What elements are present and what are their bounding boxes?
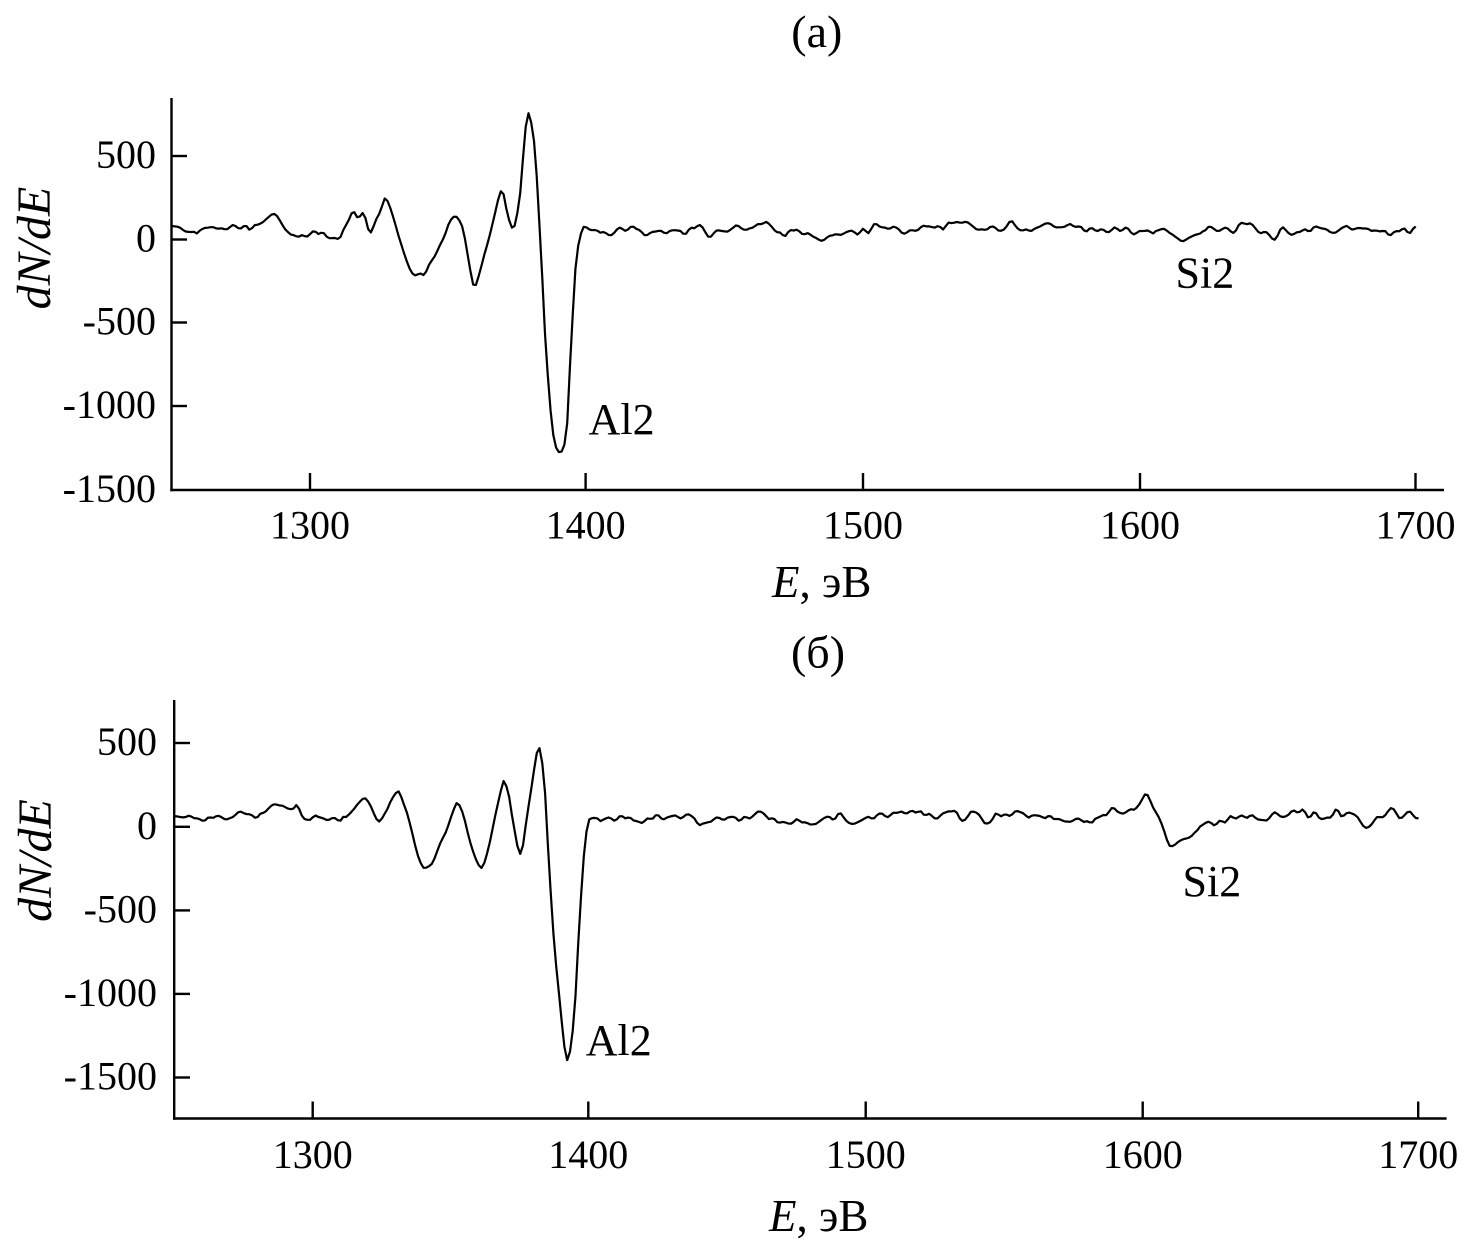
svg-text:Al2: Al2 <box>589 395 655 444</box>
svg-text:-1500: -1500 <box>64 1054 157 1099</box>
svg-text:-500: -500 <box>83 299 156 344</box>
svg-text:E, эВ: E, эВ <box>768 1191 868 1241</box>
svg-text:1700: 1700 <box>1376 503 1456 548</box>
svg-text:1600: 1600 <box>1100 503 1180 548</box>
svg-text:-1000: -1000 <box>64 970 157 1015</box>
svg-text:-1500: -1500 <box>63 466 156 511</box>
svg-text:Si2: Si2 <box>1176 249 1235 298</box>
svg-text:dN/dE: dN/dE <box>9 799 62 922</box>
svg-text:500: 500 <box>97 719 157 764</box>
svg-text:1400: 1400 <box>548 1132 628 1177</box>
svg-text:1500: 1500 <box>826 1132 906 1177</box>
svg-text:E, эВ: E, эВ <box>771 557 871 607</box>
svg-text:0: 0 <box>137 803 157 848</box>
svg-text:Al2: Al2 <box>586 1016 652 1065</box>
svg-text:dN/dE: dN/dE <box>8 187 61 310</box>
svg-text:(a): (a) <box>791 6 842 57</box>
svg-text:1300: 1300 <box>273 1132 353 1177</box>
svg-text:-1000: -1000 <box>63 382 156 427</box>
svg-text:1700: 1700 <box>1378 1132 1458 1177</box>
svg-text:Si2: Si2 <box>1183 857 1242 906</box>
svg-text:1300: 1300 <box>270 503 350 548</box>
svg-text:1400: 1400 <box>546 503 626 548</box>
svg-text:1500: 1500 <box>823 503 903 548</box>
svg-text:500: 500 <box>96 132 156 177</box>
svg-text:(б): (б) <box>791 627 845 678</box>
svg-text:-500: -500 <box>84 886 157 931</box>
svg-text:1600: 1600 <box>1103 1132 1183 1177</box>
svg-text:0: 0 <box>136 216 156 261</box>
